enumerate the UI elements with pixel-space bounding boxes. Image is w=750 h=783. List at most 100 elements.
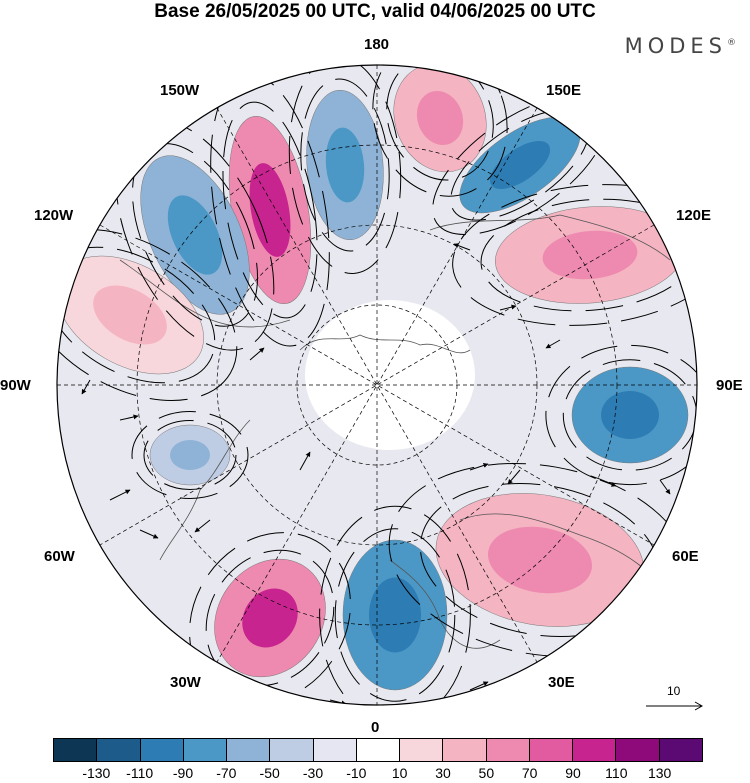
colorbar-swatch (443, 739, 487, 761)
wind-arrow (249, 347, 265, 361)
wind-arrow (109, 489, 131, 501)
colorbar (53, 738, 703, 762)
colorbar-tick-label: -110 (126, 765, 154, 781)
label-150e: 150E (546, 82, 582, 99)
meridian-120e-60w (99, 224, 655, 546)
colorbar-swatch (529, 739, 574, 761)
meridian-150e-30w (216, 107, 538, 663)
streamline (372, 65, 508, 197)
colorbar-tick-label: -30 (302, 765, 324, 781)
streamline (452, 184, 697, 326)
colorbar-swatch (227, 739, 271, 761)
reference-vector: 10 (640, 684, 710, 714)
colorbar-tick-label: -50 (259, 765, 280, 781)
colorbar-tick-label: 90 (565, 765, 581, 781)
colorbar-tick-label: 70 (521, 765, 538, 781)
label-60e: 60E (672, 548, 699, 565)
label-120e: 120E (676, 207, 712, 224)
colorbar-swatch (486, 739, 530, 761)
streamline (205, 549, 335, 687)
label-180: 180 (364, 36, 390, 53)
map-boundary (56, 64, 698, 706)
colorbar-ticks: -130 -110 -90 -70 -50 -30 -10 10 30 50 70 90 110 130 (53, 765, 703, 783)
wind-arrow (81, 379, 91, 395)
streamline (386, 65, 494, 181)
colorbar-swatch (270, 739, 314, 761)
anomaly-negative-160w (306, 89, 384, 241)
colorbar-tick-label: -70 (216, 765, 237, 781)
wind-arrow (469, 681, 489, 691)
streamline (319, 505, 471, 705)
colorbar-tick-label: 10 (391, 765, 408, 781)
colorbar-swatch (616, 739, 660, 761)
colorbar-tick-label: -90 (172, 765, 194, 781)
label-0: 0 (371, 719, 380, 736)
wind-arrow (119, 414, 139, 421)
anomaly-negative-0 (342, 539, 448, 691)
registered-mark: ® (727, 38, 736, 48)
wind-arrow (599, 479, 617, 487)
label-30e: 30E (548, 674, 575, 691)
wind-arrow (545, 339, 561, 349)
modes-logo: MODES® (625, 34, 736, 58)
colorbar-swatch (97, 739, 141, 761)
streamline (480, 198, 697, 312)
colorbar-tick-label: 110 (605, 765, 628, 781)
anomaly-positive-180w (228, 115, 312, 305)
reference-vector-value: 10 (667, 684, 681, 698)
label-60w: 60W (44, 548, 75, 565)
streamline (131, 143, 259, 327)
brand-text: MODES (624, 34, 727, 58)
wind-arrow (299, 451, 311, 471)
graticule (57, 65, 697, 705)
meridian-150w-30e (216, 107, 538, 663)
colorbar-swatch (573, 739, 617, 761)
colorbar-swatch (54, 739, 98, 761)
label-150w: 150W (160, 82, 200, 99)
wind-arrow (194, 519, 211, 533)
coastlines (119, 214, 671, 649)
wind-arrow (659, 479, 671, 495)
streamline (288, 65, 402, 274)
label-120w: 120W (34, 207, 74, 224)
colorbar-tick-label: -130 (82, 765, 111, 781)
streamline (57, 229, 238, 401)
streamline (545, 344, 697, 486)
colorbar-tick-label: 30 (435, 765, 451, 781)
streamline (115, 119, 275, 351)
pole-region (305, 300, 475, 450)
anomaly-negative-90e (571, 366, 689, 464)
streamline (222, 101, 318, 319)
colorbar-swatch (659, 739, 702, 761)
wind-arrow (499, 304, 517, 311)
label-30w: 30W (170, 674, 201, 691)
streamline (334, 528, 456, 702)
streamline (57, 246, 216, 384)
wind-arrow (507, 469, 521, 485)
colorbar-swatch (313, 739, 357, 761)
streamline (300, 78, 390, 252)
colorbar-tick-label: 50 (478, 765, 495, 781)
wind-arrow (453, 243, 471, 251)
colorbar-swatch (400, 739, 444, 761)
wind-arrow (139, 529, 159, 539)
colorbar-swatch (140, 739, 184, 761)
reference-arrow-icon (646, 701, 704, 711)
colorbar-tick-label: 130 (647, 765, 672, 781)
streamline (131, 411, 249, 499)
anomaly-negative-75w (149, 424, 231, 486)
wind-arrow (587, 639, 601, 651)
label-90e: 90E (716, 377, 743, 394)
meridian-120w-60e (99, 224, 655, 546)
colorbar-swatch (356, 739, 401, 761)
streamline (143, 420, 237, 490)
colorbar-tick-label: -10 (346, 765, 367, 781)
anomaly-negative-130w (140, 155, 250, 315)
colorbar-swatch (183, 739, 228, 761)
anomaly-positive-120e (495, 206, 685, 304)
anomaly-positive-100w (57, 255, 204, 375)
anomaly-positive-60e (435, 493, 645, 627)
anomaly-positive-150e-north (393, 65, 487, 173)
